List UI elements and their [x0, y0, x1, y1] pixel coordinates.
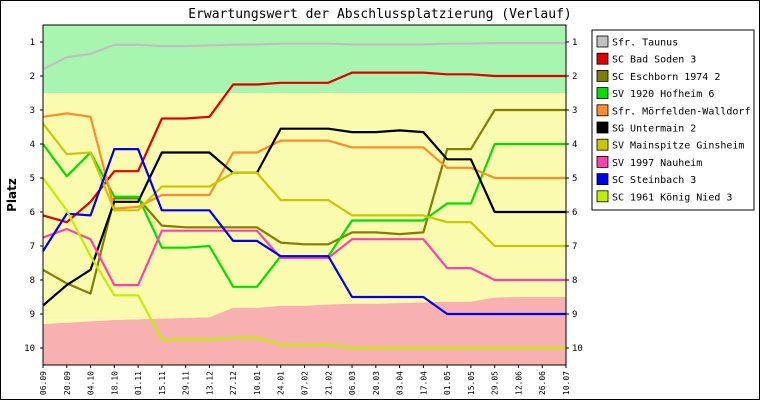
- x-tick-label: 03.04: [396, 371, 405, 395]
- legend-swatch-8: [596, 173, 609, 186]
- series-line-9: [42, 177, 566, 350]
- y-tick-label-left: 6: [30, 208, 35, 218]
- x-tick-label: 04.10: [87, 371, 96, 395]
- x-tick-label: 10.07: [562, 371, 571, 395]
- series-line-7: [42, 227, 566, 287]
- x-tick-label: 12.06: [514, 371, 523, 395]
- y-tick-label-right: 5: [572, 174, 577, 184]
- y-tick-label-right: 3: [572, 106, 577, 116]
- x-tick-label: 15.05: [467, 371, 476, 395]
- y-tick-label-right: 6: [572, 208, 577, 218]
- x-tick-label: 27.12: [229, 371, 238, 395]
- y-tick-label-left: 4: [30, 140, 35, 150]
- zone-band-0: [43, 25, 566, 93]
- y-tick-label-left: 10: [24, 344, 35, 354]
- y-axis-label: Platz: [5, 178, 19, 212]
- series-line-5: [42, 127, 566, 307]
- zone-yellow-extension: [43, 317, 566, 325]
- legend-label-8: SC Steinbach 3: [612, 175, 696, 186]
- series-lines: [42, 41, 566, 350]
- legend-swatch-9: [596, 190, 609, 203]
- series-line-2: [42, 108, 566, 295]
- x-tick-label: 29.11: [182, 371, 191, 395]
- x-tick-label: 29.05: [491, 371, 500, 395]
- chart-title: Erwartungswert der Abschlussplatzierung …: [188, 7, 572, 22]
- y-tick-label-left: 5: [30, 174, 35, 184]
- y-tick-label-right: 8: [572, 276, 577, 286]
- x-tick-label: 17.04: [419, 371, 428, 395]
- y-tick-label-right: 4: [572, 140, 577, 150]
- y-tick-labels: 1 1 2 2 3 3 4 4 5 5 6 6 7 7 8 8 9 9 10 10: [24, 38, 583, 354]
- series-line-8: [42, 148, 566, 316]
- series-line-1: [42, 71, 566, 224]
- legend-label-6: SV Mainspitze Ginsheim: [612, 141, 744, 152]
- legend-swatch-2: [596, 70, 609, 82]
- legend-swatch-7: [596, 155, 609, 168]
- legend-label-5: SG Untermain 2: [612, 124, 696, 135]
- zone-band-1: [43, 93, 566, 318]
- x-tick-label: 21.02: [324, 371, 333, 395]
- y-tick-label-left: 2: [30, 72, 35, 82]
- series-line-4: [42, 112, 566, 210]
- y-tick-label-right: 9: [572, 310, 577, 320]
- y-tick-label-left: 9: [30, 310, 35, 320]
- legend-label-7: SV 1997 Nauheim: [612, 158, 702, 169]
- x-tick-label: 24.01: [277, 371, 286, 395]
- x-tick-label: 15.11: [158, 371, 167, 395]
- x-tick-label: 20.03: [372, 371, 381, 395]
- series-line-6: [42, 122, 566, 248]
- legend-swatch-6: [596, 138, 609, 151]
- y-tick-label-right: 10: [572, 344, 583, 354]
- x-tick-labels: 06.09 20.09 04.10 18.10 01.11 15.11 29.11 13.12…: [39, 365, 571, 395]
- legend-label-3: SV 1920 Hofheim 6: [612, 89, 714, 100]
- legend-label-0: Sfr. Taunus: [612, 38, 678, 49]
- y-tick-label-left: 8: [30, 276, 35, 286]
- legend-label-1: SC Bad Soden 3: [612, 55, 696, 66]
- legend-label-2: SC Eschborn 1974 2: [612, 72, 720, 83]
- y-tick-label-left: 1: [30, 38, 35, 48]
- x-tick-label: 07.02: [301, 371, 310, 395]
- x-tick-label: 01.05: [443, 371, 452, 395]
- x-tick-label: 26.06: [538, 371, 547, 395]
- x-tick-label: 20.09: [63, 371, 72, 395]
- x-tick-label: 06.09: [39, 371, 48, 395]
- legend-box: [591, 29, 755, 211]
- legend-label-4: Sfr. Mörfelden-Walldorf: [612, 106, 750, 117]
- y-tick-label-right: 7: [572, 242, 577, 252]
- x-tick-label: 13.12: [205, 371, 214, 395]
- y-tick-label-right: 1: [572, 38, 577, 48]
- y-tick-label-right: 2: [572, 72, 577, 82]
- zone-backgrounds: [43, 25, 566, 365]
- legend-swatch-3: [596, 87, 609, 99]
- legend-swatch-5: [596, 121, 609, 134]
- series-line-0: [42, 41, 566, 71]
- legend-label-9: SC 1961 König Nied 3: [612, 192, 732, 203]
- x-tick-label: 01.11: [134, 371, 143, 395]
- x-tick-label: 18.10: [110, 371, 119, 395]
- legend-swatch-0: [596, 35, 609, 48]
- legend-swatch-1: [596, 52, 609, 65]
- legend-swatch-4: [596, 104, 609, 117]
- legend: Sfr. Taunus SC Bad Soden 3 SC Eschborn 197…: [591, 29, 755, 211]
- y-tick-label-left: 3: [30, 106, 35, 116]
- x-tick-label: 10.01: [253, 371, 262, 395]
- x-tick-label: 06.03: [348, 371, 357, 395]
- y-tick-label-left: 7: [30, 242, 35, 252]
